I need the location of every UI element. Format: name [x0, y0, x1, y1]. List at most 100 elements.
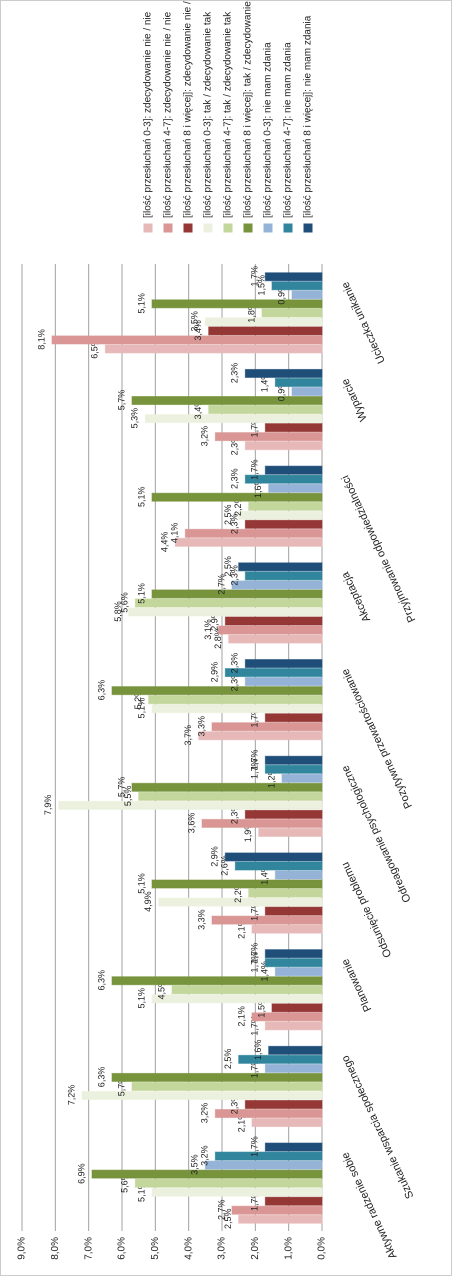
- bar: [244, 571, 323, 581]
- bar: [271, 1003, 323, 1013]
- value-label: 7,2%: [66, 1085, 76, 1106]
- legend-swatch: [283, 223, 293, 233]
- value-label: 2,6%: [220, 855, 230, 876]
- value-label: 4,1%: [170, 523, 180, 544]
- value-label: 1,2%: [266, 768, 276, 789]
- value-label: 2,1%: [236, 918, 246, 939]
- bar: [151, 1187, 323, 1197]
- bar: [201, 818, 323, 828]
- y-tick-label: 4,0%: [183, 1237, 194, 1260]
- value-label: 2,5%: [223, 505, 233, 526]
- bar: [244, 441, 323, 451]
- value-label: 1,5%: [256, 275, 266, 296]
- bar: [111, 1072, 323, 1082]
- bar: [291, 290, 323, 300]
- legend-label: [ilość przesłuchań 4-7]: nie mam zdania: [283, 42, 294, 218]
- legend-swatch: [263, 223, 273, 233]
- value-label: 3,2%: [200, 426, 210, 447]
- value-label: 3,4%: [193, 320, 203, 341]
- y-tick-label: 5,0%: [150, 1237, 161, 1260]
- value-label: 1,4%: [260, 864, 270, 885]
- value-label: 2,3%: [230, 468, 240, 489]
- value-label: 0,9%: [276, 381, 286, 402]
- y-tick-label: 9,0%: [17, 1237, 28, 1260]
- value-label: 7,9%: [43, 795, 53, 816]
- bar: [184, 528, 323, 538]
- value-label: 6,9%: [76, 1163, 86, 1184]
- bar: [231, 1205, 323, 1215]
- value-label: 2,7%: [216, 574, 226, 595]
- bar: [244, 519, 323, 529]
- bar: [238, 1054, 323, 1064]
- bar: [208, 326, 323, 336]
- legend-label: [ilość przesłuchań 8 i więcej]: zdecydow…: [183, 0, 194, 218]
- value-label: 1,4%: [260, 961, 270, 982]
- legend-label: [ilość przesłuchań 0-3]: tak / zdecydowa…: [203, 11, 214, 218]
- value-label: 3,5%: [190, 311, 200, 332]
- bar: [264, 949, 323, 959]
- bar: [274, 967, 323, 977]
- value-label: 2,8%: [213, 628, 223, 649]
- value-label: 5,2%: [133, 689, 143, 710]
- bar: [51, 335, 323, 345]
- bar: [224, 668, 323, 678]
- value-label: 3,1%: [203, 619, 213, 640]
- value-label: 1,7%: [250, 1136, 260, 1157]
- value-label: 5,7%: [116, 390, 126, 411]
- value-label: 2,3%: [230, 363, 240, 384]
- value-label: 5,7%: [116, 777, 126, 798]
- bar: [151, 299, 323, 309]
- y-tick-label: 1,0%: [283, 1237, 294, 1260]
- bar: [211, 722, 323, 732]
- y-tick-label: 0,0%: [317, 1237, 328, 1260]
- value-label: 1,6%: [253, 477, 263, 498]
- value-label: 2,5%: [223, 556, 233, 577]
- value-label: 6,5%: [90, 338, 100, 359]
- value-label: 3,4%: [193, 399, 203, 420]
- value-label: 2,1%: [236, 1112, 246, 1133]
- value-label: 2,3%: [230, 671, 240, 692]
- value-label: 1,7%: [250, 266, 260, 287]
- value-label: 5,1%: [136, 583, 146, 604]
- bar: [131, 396, 323, 406]
- bar: [91, 1169, 323, 1179]
- legend-swatch: [163, 223, 173, 233]
- bar: [281, 773, 323, 783]
- value-label: 5,1%: [136, 988, 146, 1009]
- bar: [244, 474, 323, 484]
- bar: [151, 994, 323, 1004]
- bar: [264, 1196, 323, 1206]
- bar: [111, 976, 323, 986]
- value-label: 2,2%: [233, 495, 243, 516]
- bar: [238, 1214, 323, 1224]
- legend-label: [ilość przesłuchań 0-3]: nie mam zdania: [263, 42, 274, 218]
- bar: [234, 861, 323, 871]
- value-label: 1,7%: [250, 417, 260, 438]
- bar: [264, 423, 323, 433]
- bar: [81, 1090, 323, 1100]
- bar: [214, 1109, 323, 1119]
- value-label: 2,3%: [230, 514, 240, 535]
- value-label: 0,9%: [276, 284, 286, 305]
- value-label: 6,3%: [96, 1067, 106, 1088]
- value-label: 3,6%: [186, 813, 196, 834]
- value-label: 1,7%: [250, 749, 260, 770]
- bar: [128, 607, 323, 617]
- bar: [131, 1081, 323, 1091]
- bar: [251, 1012, 323, 1022]
- value-label: 1,7%: [250, 900, 260, 921]
- bar: [244, 809, 323, 819]
- value-label: 5,8%: [113, 601, 123, 622]
- value-label: 5,5%: [123, 786, 133, 807]
- bar: [291, 386, 323, 397]
- value-label: 5,1%: [136, 873, 146, 894]
- value-label: 1,7%: [250, 1058, 260, 1079]
- bar: [228, 634, 323, 644]
- value-label: 3,3%: [196, 716, 206, 737]
- value-label: 8,1%: [36, 329, 46, 350]
- bar: [251, 1118, 323, 1128]
- legend-label: [ilość przesłuchań 8 i więcej]: tak / zd…: [243, 0, 254, 218]
- bar: [264, 465, 323, 475]
